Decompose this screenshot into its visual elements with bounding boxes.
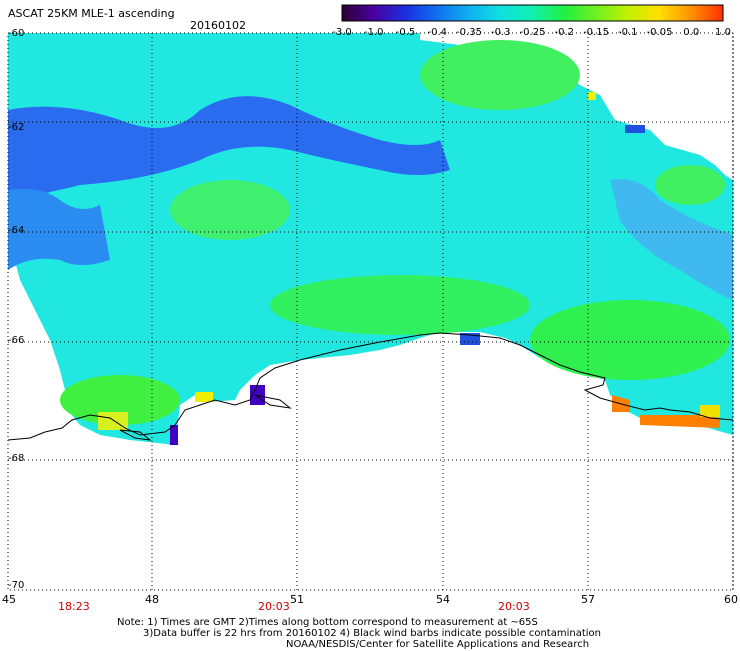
colorbar-tick-label: -0.5 [395, 27, 416, 38]
colorbar-tick-label: -0.05 [646, 27, 673, 38]
colorbar-tick-label: -0.3 [490, 27, 511, 38]
y-tick: -68 [8, 453, 25, 464]
note-line-1: Note: 1) Times are GMT 2)Times along bot… [117, 617, 538, 628]
data-field [8, 33, 733, 445]
coastline-island [119, 429, 152, 441]
y-tick: -60 [8, 28, 25, 39]
green-bottom-right [530, 300, 730, 380]
green-right [655, 165, 725, 205]
green-bottom-center [270, 275, 530, 335]
colorbar-tick-label: -0.25 [519, 27, 546, 38]
colorbar-tick-label: -0.4 [427, 27, 448, 38]
colorbar-tick-label: -0.1 [617, 27, 638, 38]
time-label: 20:03 [498, 600, 530, 613]
y-tick: -70 [8, 580, 25, 591]
colorbar-tick-label: -0.35 [456, 27, 482, 38]
map-title: ASCAT 25KM MLE-1 ascending [8, 7, 175, 20]
x-tick: 51 [290, 593, 304, 606]
green-bottom-left [60, 375, 180, 425]
coastline-peninsula [254, 394, 292, 409]
green-mid [170, 180, 290, 240]
blue-region-upper [8, 96, 450, 200]
colorbar-tick-label: -1.0 [363, 27, 384, 38]
note-line-3: NOAA/NESDIS/Center for Satellite Applica… [286, 639, 590, 650]
y-tick: -64 [8, 225, 25, 236]
time-label: 20:03 [258, 600, 290, 613]
x-tick: 60 [724, 593, 738, 606]
blue-region-left [8, 188, 110, 270]
colorbar-gradient [341, 4, 724, 22]
colorbar-tick-label: 1.0 [715, 27, 731, 38]
purple-spot-1 [170, 425, 178, 445]
yellow-mid [195, 392, 213, 402]
blue-region-right [610, 179, 733, 300]
coastline [7, 332, 734, 441]
yellow-right [700, 405, 720, 417]
y-tick: -66 [8, 335, 25, 346]
map-date: 20160102 [190, 19, 246, 32]
blue-spot-top [625, 125, 645, 133]
grid [8, 33, 734, 590]
x-tick: 45 [2, 593, 16, 606]
orange-band-2 [640, 415, 720, 428]
time-label: 18:23 [58, 600, 90, 613]
colorbar-tick-label: -3.0 [332, 27, 352, 38]
y-tick: -62 [8, 122, 25, 133]
colorbar [341, 4, 724, 22]
yellow-top [588, 92, 596, 100]
green-top [420, 40, 580, 110]
colorbar-tick-label: -0.15 [583, 27, 609, 38]
x-tick: 48 [145, 593, 159, 606]
x-tick: 57 [581, 593, 595, 606]
colorbar-tick-label: 0.0 [683, 27, 700, 38]
plot-frame [7, 32, 734, 591]
colorbar-tick-label: -0.2 [554, 27, 575, 38]
note-line-2: 3)Data buffer is 22 hrs from 20160102 4)… [143, 628, 601, 639]
x-tick: 54 [436, 593, 450, 606]
